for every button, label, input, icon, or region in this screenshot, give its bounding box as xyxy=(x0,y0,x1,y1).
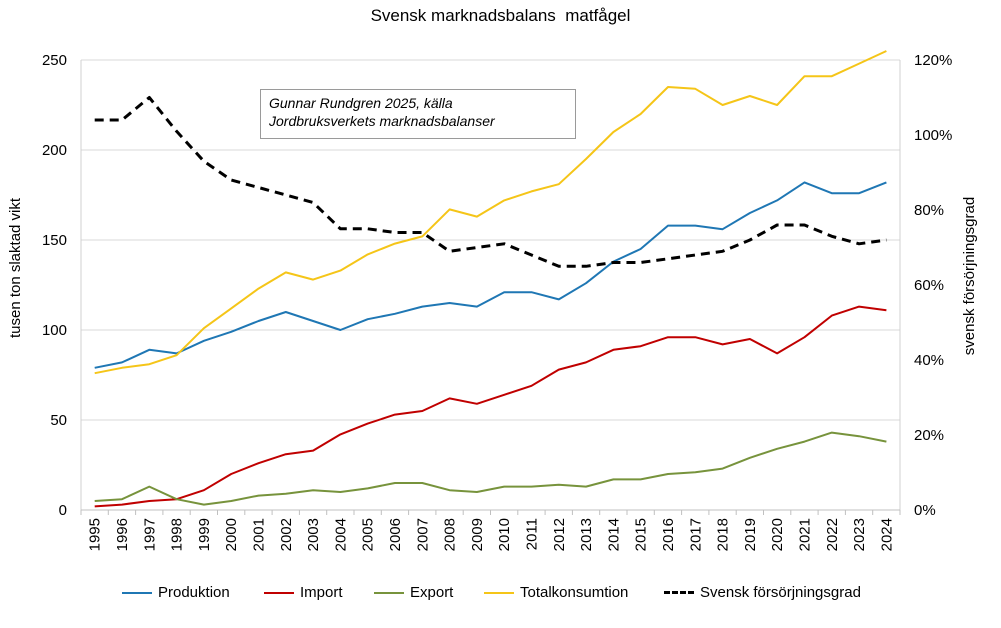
y2-tick-label: 0% xyxy=(914,502,936,519)
legend-item-export: Export xyxy=(374,584,453,601)
y2-tick-label: 20% xyxy=(914,427,944,444)
legend-item-produktion: Produktion xyxy=(122,584,230,601)
x-tick-label: 2007 xyxy=(414,518,431,551)
legend-swatch-produktion xyxy=(122,591,152,594)
x-tick-label: 1995 xyxy=(87,518,104,551)
y2-tick-label: 120% xyxy=(914,52,952,69)
legend-label-totalkonsumtion: Totalkonsumtion xyxy=(520,584,629,601)
y2-axis-label: svensk försörjningsgrad xyxy=(961,197,978,355)
x-tick-label: 2010 xyxy=(496,518,513,551)
gridlines xyxy=(81,59,900,421)
x-tick-label: 1996 xyxy=(114,518,131,551)
x-tick-label: 2016 xyxy=(660,518,677,551)
x-tick-label: 2022 xyxy=(824,518,841,551)
y-tick-label: 100 xyxy=(42,322,67,339)
x-tick-label: 1999 xyxy=(196,518,213,551)
x-tick-label: 2002 xyxy=(278,518,295,551)
series-line-1 xyxy=(94,305,887,508)
x-tick-label: 2000 xyxy=(223,518,240,551)
legend-label-produktion: Produktion xyxy=(158,584,230,601)
legend-label-import: Import xyxy=(300,584,343,601)
x-tick-label: 2019 xyxy=(742,518,759,551)
x-tick-label: 2004 xyxy=(332,518,349,551)
y2-tick-label: 100% xyxy=(914,127,952,144)
y2-tick-label: 60% xyxy=(914,277,944,294)
series-lines xyxy=(94,50,887,508)
y-axis-label: tusen ton slaktad vikt xyxy=(7,197,24,338)
y2-tick-label: 40% xyxy=(914,352,944,369)
source-annotation: Gunnar Rundgren 2025, källa Jordbruksver… xyxy=(260,89,576,139)
x-tick-label: 2005 xyxy=(360,518,377,551)
x-tick-label: 2021 xyxy=(796,518,813,551)
x-tick-label: 2013 xyxy=(578,518,595,551)
legend-item-import: Import xyxy=(264,584,343,601)
x-tick-label: 2009 xyxy=(469,518,486,551)
x-tick-label: 2017 xyxy=(687,518,704,551)
y-tick-label: 250 xyxy=(42,52,67,69)
series-line-3 xyxy=(94,50,887,375)
legend-item-forsorjningsgrad: Svensk försörjningsgrad xyxy=(664,584,861,601)
x-tick-label: 2015 xyxy=(633,518,650,551)
x-tick-label: 2018 xyxy=(715,518,732,551)
x-tick-label: 2011 xyxy=(523,518,540,550)
x-tick-label: 2020 xyxy=(769,518,786,551)
y-tick-label: 50 xyxy=(50,412,67,429)
legend: Produktion Import Export Totalkonsumtion… xyxy=(0,584,1001,604)
legend-swatch-totalkonsumtion xyxy=(484,591,514,594)
tick-labels: 0 50 100 150 200 250 0% 20% 40% 60% 80% 100% 120% 199… xyxy=(42,52,952,551)
y-tick-label: 150 xyxy=(42,232,67,249)
x-tick-label: 2008 xyxy=(442,518,459,551)
chart-title: Svensk marknadsbalans matfågel xyxy=(370,6,631,25)
legend-swatch-import xyxy=(264,591,294,594)
legend-swatch-export xyxy=(374,591,404,594)
x-tick-label: 2012 xyxy=(551,518,568,551)
x-tick-label: 1998 xyxy=(169,518,186,551)
legend-item-totalkonsumtion: Totalkonsumtion xyxy=(484,584,628,601)
x-tick-label: 2001 xyxy=(250,518,267,551)
annotation-line-1: Gunnar Rundgren 2025, källa xyxy=(269,95,453,111)
y2-tick-label: 80% xyxy=(914,202,944,219)
x-tick-label: 2003 xyxy=(305,518,322,551)
y-tick-label: 200 xyxy=(42,142,67,159)
legend-swatch-forsorjningsgrad xyxy=(664,591,694,594)
x-tick-label: 2023 xyxy=(851,518,868,551)
y-tick-label: 0 xyxy=(59,502,67,519)
x-tick-label: 2014 xyxy=(605,518,622,551)
x-tick-label: 2006 xyxy=(387,518,404,551)
legend-label-export: Export xyxy=(410,584,454,601)
series-line-2 xyxy=(94,431,887,506)
axes xyxy=(80,60,901,515)
x-tick-label: 2024 xyxy=(878,518,895,551)
x-tick-label: 1997 xyxy=(141,518,158,551)
series-line-0 xyxy=(94,181,887,369)
legend-label-forsorjningsgrad: Svensk försörjningsgrad xyxy=(700,584,861,601)
annotation-line-2: Jordbruksverkets marknadsbalanser xyxy=(269,113,495,129)
